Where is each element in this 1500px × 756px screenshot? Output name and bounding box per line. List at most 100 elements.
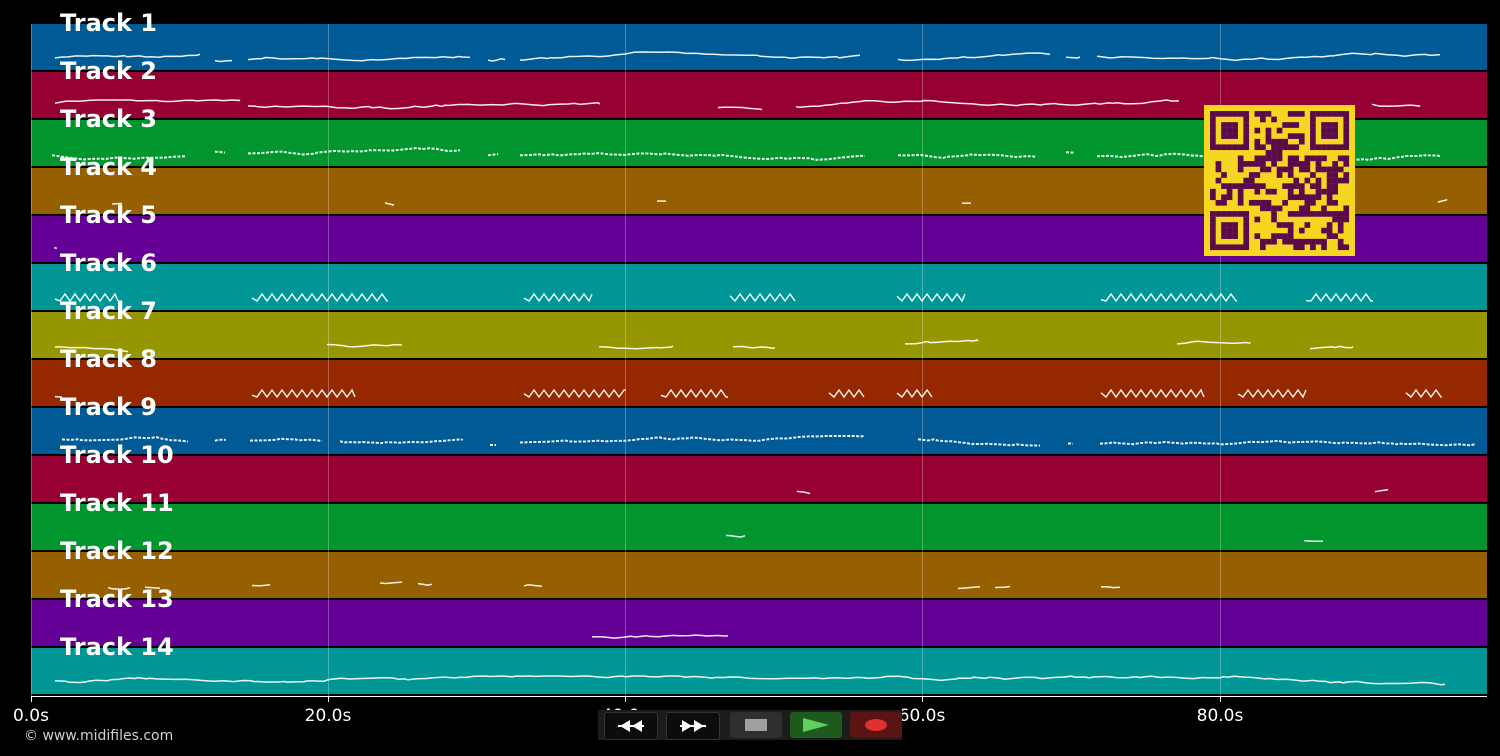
track-lane[interactable] [31,264,1487,310]
track-lane[interactable] [31,552,1487,598]
note-mark [896,388,933,399]
axis-tick [328,696,329,702]
note-mark [54,53,201,59]
note-mark [1309,345,1354,350]
fast-forward-button[interactable] [666,712,720,740]
record-button[interactable] [850,712,902,738]
rewind-icon [618,720,644,732]
note-mark [717,106,763,111]
track-lane[interactable] [31,360,1487,406]
fast-forward-icon [680,720,706,732]
rewind-button[interactable] [604,712,658,740]
note-mark [1371,103,1421,108]
track-label: Track 4 [60,153,158,181]
track-lane[interactable] [31,648,1487,694]
note-mark [1374,488,1389,493]
note-mark [917,438,1041,447]
axis-tick-label: 60.0s [898,706,946,726]
note-mark [487,58,506,62]
note-mark [896,292,966,303]
note-mark [54,346,129,353]
track-label: Track 9 [60,393,158,421]
note-mark [214,150,226,154]
track-label: Track 12 [60,537,174,565]
note-mark [523,584,543,587]
note-mark [326,343,403,348]
qr-code-image [1210,111,1350,251]
copyright-text: © www.midifiles.com [24,728,174,744]
axis-tick [31,696,32,702]
note-mark [519,152,866,162]
note-mark [54,292,119,303]
track-label: Track 14 [60,633,174,661]
axis-tick-label: 0.0s [13,706,49,726]
note-mark [247,55,471,62]
note-mark [1237,388,1307,399]
note-mark [1100,292,1237,303]
note-mark [487,153,499,157]
note-mark [247,101,601,110]
note-mark [61,436,189,443]
note-mark [111,202,123,205]
track-lane[interactable] [31,600,1487,646]
note-mark [795,99,1179,109]
note-mark [523,388,626,399]
track-label: Track 13 [60,585,174,613]
note-mark [251,584,271,587]
grid-line [1220,24,1221,696]
note-mark [54,675,1446,686]
note-mark [1405,388,1442,399]
qr-code[interactable] [1204,105,1355,256]
note-mark [1176,340,1251,345]
note-mark [1096,52,1441,62]
note-mark [339,438,463,445]
track-label: Track 10 [60,441,174,469]
transport-controls [598,710,902,740]
track-lane[interactable] [31,24,1487,70]
note-mark [249,437,323,443]
note-mark [144,586,161,590]
note-mark [1065,56,1081,59]
grid-line [625,24,626,696]
grid-line [328,24,329,696]
track-label: Track 8 [60,345,158,373]
track-label: Track 5 [60,201,158,229]
grid-line [922,24,923,696]
track-label: Track 7 [60,297,158,325]
note-mark [796,490,811,495]
play-icon [803,718,829,732]
note-mark [251,292,388,303]
play-button[interactable] [790,712,842,738]
note-mark [729,292,796,303]
stop-button[interactable] [730,712,782,738]
track-label: Track 2 [60,57,158,85]
note-mark [417,582,433,586]
note-mark [598,345,674,350]
axis-tick-label: 20.0s [304,706,352,726]
note-mark [957,585,981,590]
track-label: Track 6 [60,249,158,277]
track-label: Track 11 [60,489,174,517]
note-mark [1099,439,1477,447]
note-mark [1305,292,1373,303]
note-mark [1303,539,1323,542]
track-lane[interactable] [31,312,1487,358]
note-mark [1100,388,1205,399]
track-lane[interactable] [31,456,1487,502]
track-lane[interactable] [31,504,1487,550]
note-mark [725,534,746,538]
note-mark [247,146,461,156]
note-mark [519,435,865,444]
note-mark [51,154,186,161]
track-lane[interactable] [31,408,1487,454]
grid-line [31,24,32,696]
note-mark [53,246,58,250]
note-mark [1437,198,1448,203]
track-label: Track 3 [60,105,158,133]
note-mark [251,388,356,399]
note-mark [1100,585,1121,589]
note-mark [523,292,593,303]
note-mark [214,438,226,442]
